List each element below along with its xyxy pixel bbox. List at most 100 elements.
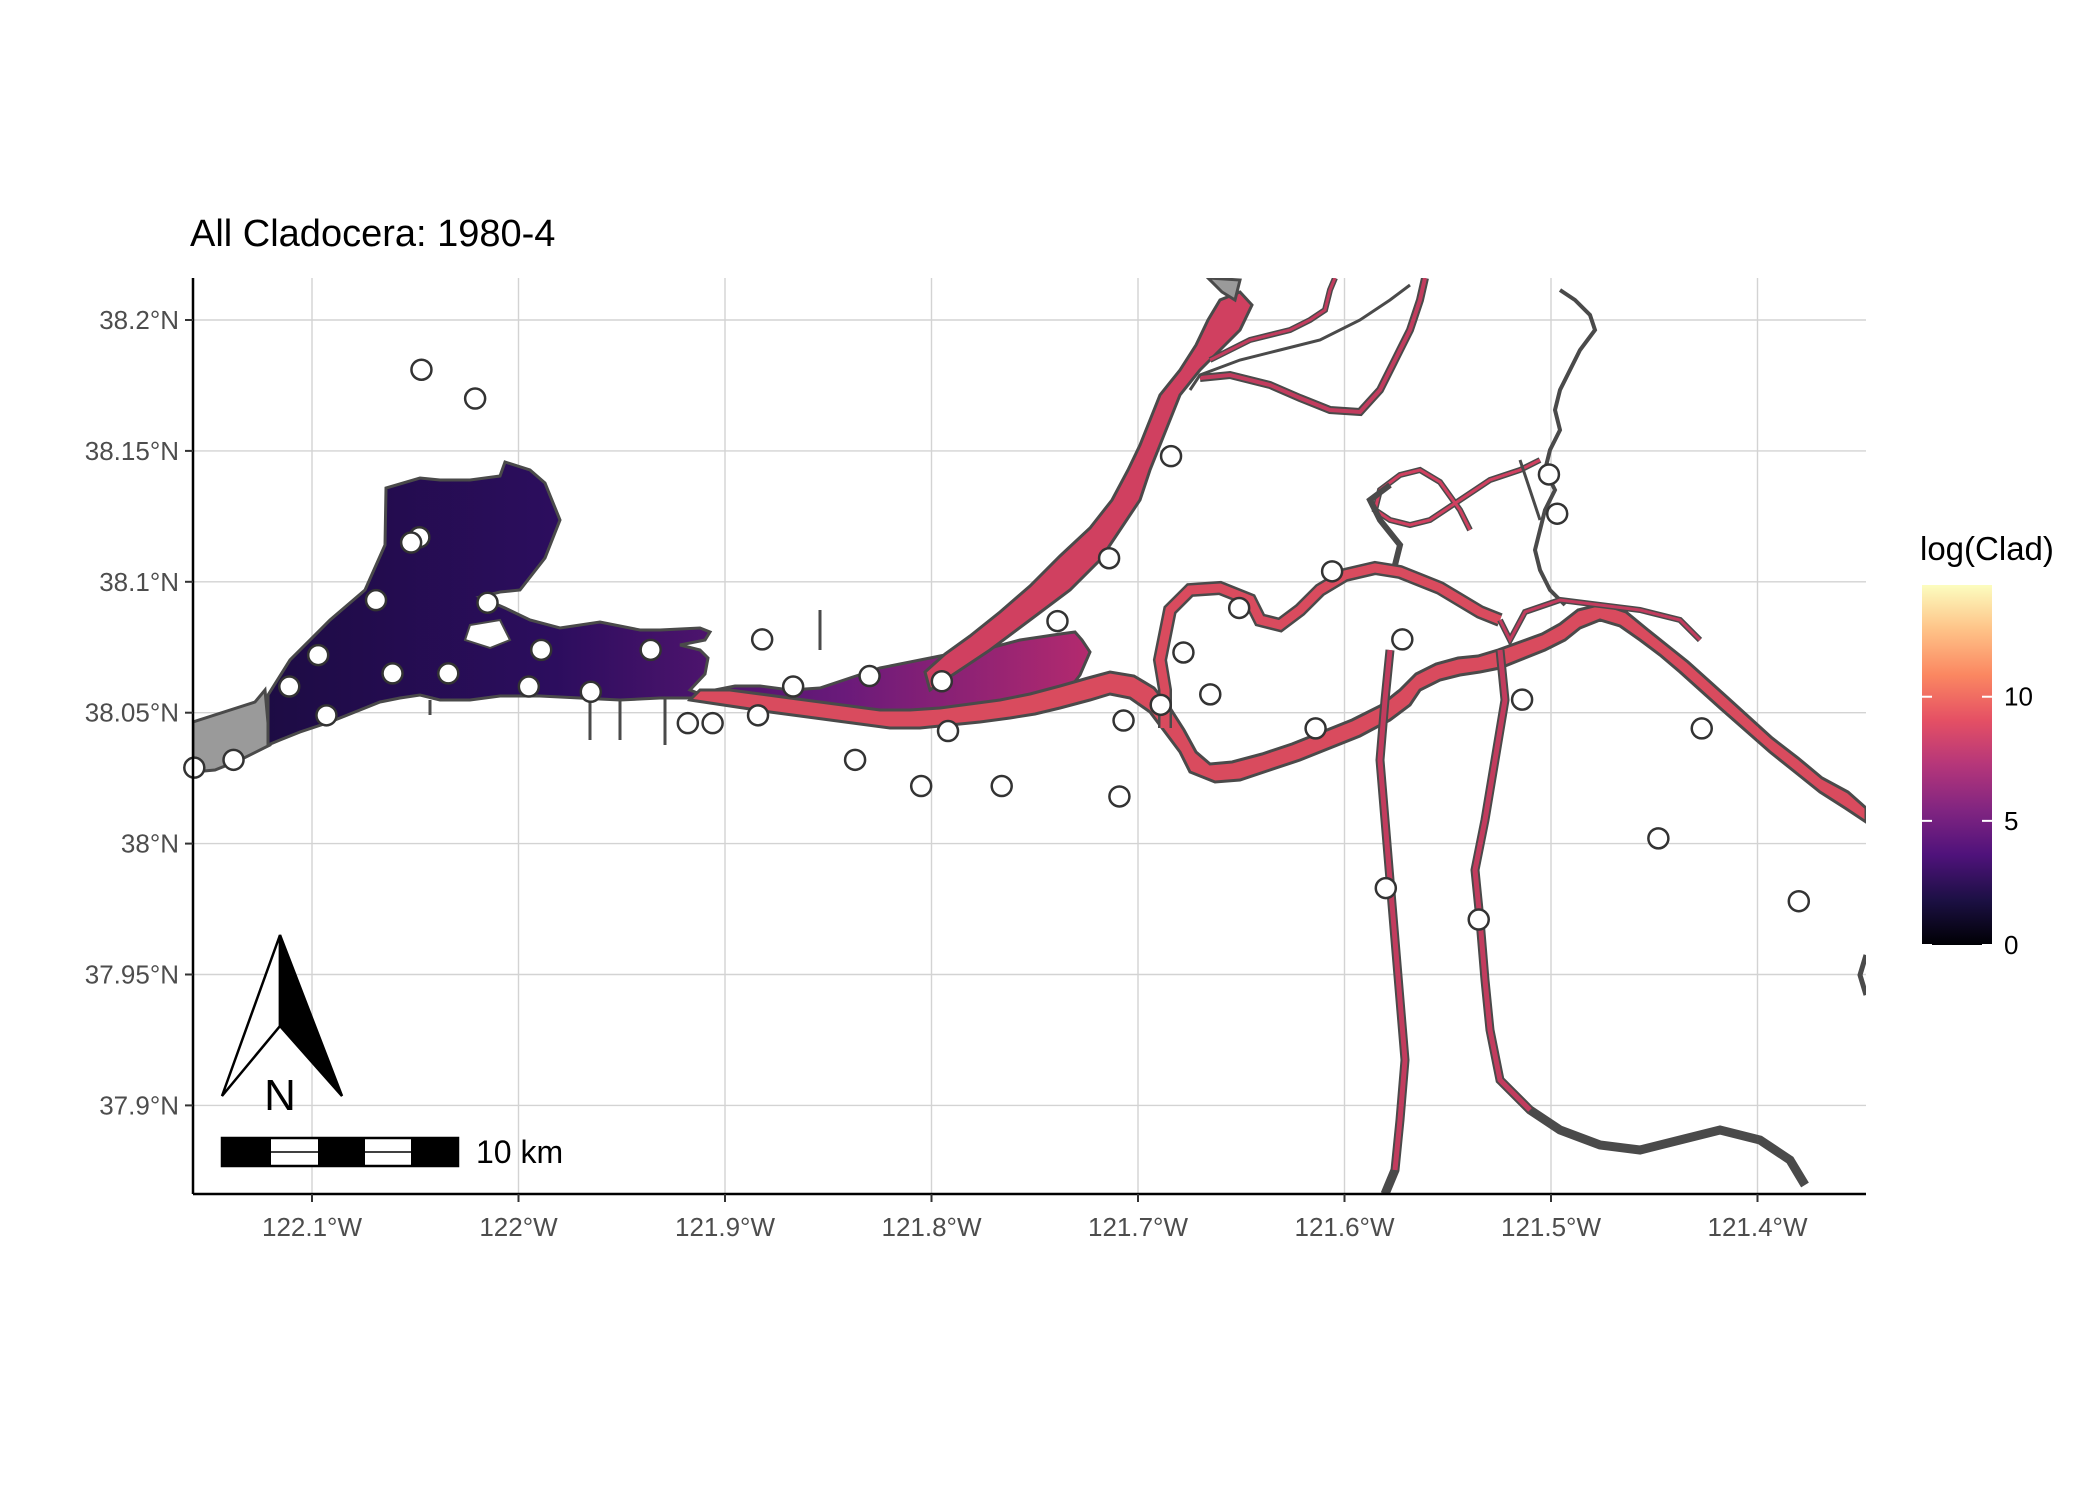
station-marker: [1097, 546, 1121, 570]
station-marker: [1787, 889, 1811, 913]
station-marker: [1510, 688, 1534, 711]
y-tick-label: 37.95°N: [85, 960, 179, 990]
station-marker: [1647, 827, 1670, 850]
station-marker: [990, 774, 1013, 798]
x-tick-label: 121.5°W: [1501, 1212, 1601, 1242]
station-marker: [1159, 444, 1183, 468]
station-marker: [1374, 876, 1398, 900]
south-branch-middle-fill: [1472, 649, 1532, 1112]
shoreline-sloughs: [428, 610, 822, 745]
northern-slough-east-fill: [1209, 278, 1337, 362]
map-title: All Cladocera: 1980-4: [190, 213, 555, 255]
station-marker: [517, 675, 541, 698]
station-marker: [1537, 463, 1561, 486]
graticule: [193, 278, 1866, 1194]
y-tick-label: 38°N: [121, 829, 179, 859]
y-tick-label: 38.1°N: [99, 567, 179, 597]
legend-title: log(Clad): [1920, 530, 2054, 567]
x-axis-ticks: 122.1°W 122°W 121.9°W 121.8°W 121.7°W 121.6°W…: [262, 1194, 1808, 1242]
station-marker: [1304, 717, 1327, 740]
station-marker: [930, 670, 954, 693]
station-marker: [936, 719, 960, 743]
big-loop: [1373, 458, 1541, 531]
legend-tick-label: 0: [2004, 930, 2018, 960]
sacramento-river-upper: [1205, 278, 1242, 303]
station-marker: [1320, 560, 1344, 583]
station-marker: [410, 358, 433, 381]
x-tick-label: 121.7°W: [1088, 1212, 1188, 1242]
station-marker: [676, 711, 700, 735]
delta-loop: [1155, 563, 1502, 728]
station-marker: [858, 664, 881, 688]
station-marker: [1690, 717, 1713, 740]
legend-ticks: 10 5 0: [1922, 682, 2033, 960]
x-tick-label: 121.8°W: [881, 1212, 981, 1242]
station-marker: [1149, 693, 1172, 717]
station-marker: [701, 711, 724, 735]
north-arrow-label: N: [264, 1071, 296, 1120]
montezuma-slough-fill: [1199, 278, 1427, 415]
station-marker: [306, 643, 330, 667]
honker-bay-island: [463, 618, 512, 650]
station-marker: [1112, 709, 1135, 732]
station-marker: [222, 748, 245, 772]
station-marker: [1227, 596, 1251, 620]
suisun-bay: [266, 460, 1092, 748]
station-marker: [1046, 609, 1069, 633]
y-tick-label: 38.2°N: [99, 305, 179, 335]
slough-connector: [1518, 459, 1542, 521]
delta-mid-slough-fill: [1498, 598, 1702, 644]
water-layer: [193, 278, 1866, 1194]
legend-tick-label: 5: [2004, 806, 2018, 836]
station-marker: [278, 675, 301, 698]
south-branch-west-fill: [1377, 649, 1408, 1171]
station-marker: [1172, 641, 1195, 664]
station-marker: [399, 531, 423, 554]
scale-bar: 10 km: [220, 1134, 563, 1170]
cache-slough: [1532, 288, 1598, 607]
x-tick-label: 121.9°W: [675, 1212, 775, 1242]
x-tick-label: 122.1°W: [262, 1212, 362, 1242]
station-marker: [1108, 785, 1131, 808]
sacramento-river: [923, 290, 1254, 693]
station-marker: [1199, 683, 1222, 706]
legend-tick-label: 10: [2004, 682, 2033, 712]
legend-colorbar: [1922, 585, 1992, 945]
station-marker: [843, 748, 867, 772]
station-marker: [529, 638, 553, 662]
station-marker: [1545, 502, 1569, 525]
scale-bar-label: 10 km: [476, 1134, 563, 1170]
station-marker: [1391, 628, 1414, 651]
station-markers: [183, 358, 1811, 931]
y-tick-label: 37.9°N: [99, 1090, 179, 1120]
station-marker: [781, 675, 805, 698]
station-marker: [750, 628, 774, 651]
station-marker: [364, 588, 388, 612]
station-marker: [579, 680, 603, 704]
station-marker: [381, 662, 404, 685]
y-axis-ticks: 38.2°N 38.15°N 38.1°N 38.05°N 38°N 37.95°N 37.…: [85, 305, 193, 1120]
delta-loop-upper: [1366, 482, 1404, 566]
east-edge-fragment: [1857, 954, 1866, 996]
color-legend: log(Clad) 10 5 0: [1920, 530, 2054, 960]
station-marker: [463, 387, 487, 410]
x-tick-label: 122°W: [479, 1212, 558, 1242]
x-tick-label: 121.4°W: [1707, 1212, 1807, 1242]
axes-frame: [191, 278, 1866, 1196]
station-marker: [437, 662, 460, 685]
north-arrow: N: [220, 934, 344, 1120]
x-tick-label: 121.6°W: [1294, 1212, 1394, 1242]
station-marker: [476, 591, 499, 614]
station-marker: [183, 756, 206, 779]
northern-slough-far: [1188, 283, 1411, 391]
station-marker: [746, 704, 770, 727]
station-marker: [909, 774, 933, 798]
station-marker: [639, 638, 662, 662]
station-marker: [315, 704, 338, 727]
north-arrow-right-half: [278, 934, 344, 1097]
station-marker: [1467, 908, 1490, 931]
y-tick-label: 38.05°N: [85, 698, 179, 728]
y-tick-label: 38.15°N: [85, 436, 179, 466]
